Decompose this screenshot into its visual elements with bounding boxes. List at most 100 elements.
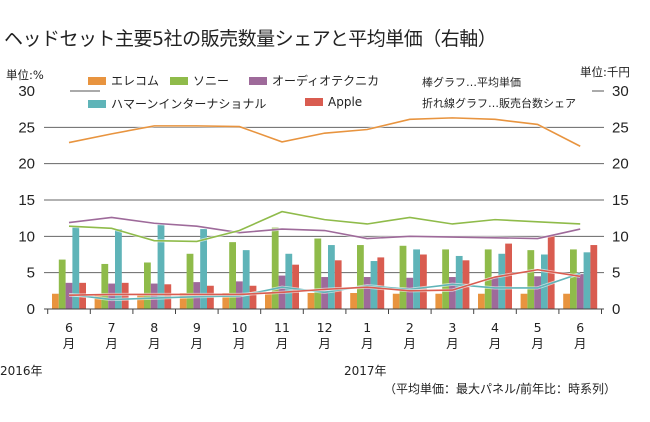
legend-item-apple: Apple: [305, 95, 362, 109]
x-label-suffix-6: 月: [318, 336, 331, 351]
x-label-number-8: 2: [406, 320, 414, 335]
bar-2-12: [576, 274, 584, 309]
legend-item-elecom: エレコム: [88, 72, 159, 89]
x-label-suffix-5: 月: [276, 336, 289, 351]
bar-0-0: [52, 293, 59, 309]
bar-2-1: [108, 283, 115, 309]
bar-0-7: [350, 293, 357, 309]
bar-3-9: [455, 255, 463, 309]
line-series-3: [68, 272, 581, 301]
bar-0-5: [265, 293, 272, 309]
bar-1-0: [58, 259, 66, 309]
y-tick-left-10: 10: [18, 228, 35, 245]
bar-1-4: [229, 242, 236, 309]
year-label-2016: 2016年: [0, 364, 43, 378]
bar-3-4: [242, 250, 250, 309]
x-label-number-0: 6: [65, 320, 73, 335]
y-tick-left-15: 15: [18, 192, 35, 209]
y-tick-right-20: 20: [612, 156, 629, 173]
legend-item-harman: ハマーンインターナショナル: [88, 95, 266, 112]
x-label-suffix-10: 月: [489, 336, 502, 351]
line-series-2: [68, 216, 581, 240]
legend-label: オーディオテクニカ: [272, 74, 380, 88]
bar-0-4: [222, 293, 230, 309]
legend-label: ソニー: [193, 74, 230, 88]
bar-1-8: [399, 245, 407, 309]
x-label-number-4: 10: [231, 320, 247, 335]
x-label-number-9: 3: [448, 320, 456, 335]
chart-title: ヘッドセット主要5社の販売数量シェアと平均単価（右軸）: [4, 28, 497, 50]
bar-2-8: [406, 277, 414, 309]
bar-1-1: [101, 263, 109, 309]
x-label-number-2: 8: [150, 320, 158, 335]
year-label-2017: 2017年: [344, 364, 387, 378]
bar-4-5: [292, 264, 299, 309]
bar-0-8: [392, 293, 400, 309]
bar-3-3: [200, 229, 207, 309]
chart-caption: （平均単価：最大パネル/前年比：時系列）: [384, 382, 617, 396]
y-tick-right-0: 0: [612, 301, 620, 318]
left-axis-unit: 単位:%: [6, 68, 44, 82]
x-label-suffix-1: 月: [105, 336, 118, 351]
bar-0-9: [435, 293, 443, 309]
bar-2-10: [491, 277, 499, 309]
x-label-number-7: 1: [363, 320, 371, 335]
bar-4-4: [249, 285, 257, 309]
legend-swatch: [88, 76, 106, 85]
bar-0-1: [94, 294, 102, 309]
bar-3-10: [498, 253, 506, 309]
legend-swatch: [170, 76, 188, 85]
line-series-4: [68, 268, 581, 296]
x-label-suffix-4: 月: [233, 336, 246, 351]
x-label-number-11: 5: [534, 320, 542, 335]
bar-4-7: [377, 257, 385, 309]
x-label-suffix-9: 月: [446, 336, 459, 351]
x-label-number-5: 11: [274, 320, 290, 335]
bar-0-2: [137, 294, 144, 309]
bar-3-0: [72, 226, 80, 309]
x-label-number-12: 6: [576, 320, 584, 335]
x-label-suffix-2: 月: [148, 336, 161, 351]
x-label-suffix-11: 月: [531, 336, 544, 351]
legend-label: エレコム: [111, 74, 160, 88]
bar-0-10: [478, 293, 485, 309]
legend-swatch: [305, 98, 323, 106]
y-tick-left-0: 0: [27, 301, 35, 318]
bar-4-8: [420, 254, 427, 309]
line-series-0: [68, 117, 581, 147]
bar-3-6: [328, 245, 335, 309]
y-tick-right-25: 25: [612, 119, 629, 136]
x-label-suffix-7: 月: [361, 336, 374, 351]
bar-3-8: [413, 249, 420, 309]
y-tick-right-5: 5: [612, 265, 620, 282]
bar-0-3: [179, 293, 187, 309]
line-halo-0: [68, 116, 581, 148]
legend-note-line: 折れ線グラフ…販売台数シェア: [422, 97, 576, 110]
bar-2-11: [534, 276, 541, 309]
legend-label: ハマーンインターナショナル: [111, 97, 267, 111]
x-label-suffix-0: 月: [63, 336, 76, 351]
bar-3-1: [115, 229, 122, 309]
y-tick-left-20: 20: [18, 156, 35, 173]
legend-swatch: [249, 76, 267, 85]
bar-1-11: [527, 250, 535, 309]
x-label-number-10: 4: [491, 320, 499, 335]
line-series-1: [68, 210, 581, 243]
right-axis-unit: 単位:千円: [580, 65, 630, 79]
y-tick-right-30: 30: [612, 83, 629, 100]
y-tick-left-30: 30: [18, 83, 35, 100]
bar-0-6: [307, 293, 315, 309]
y-tick-right-15: 15: [612, 192, 629, 209]
bar-2-9: [449, 277, 456, 309]
x-label-number-3: 9: [193, 320, 201, 335]
bar-1-7: [357, 245, 364, 309]
bar-3-11: [541, 254, 548, 309]
bar-1-2: [144, 262, 151, 309]
y-tick-left-5: 5: [27, 265, 35, 282]
legend-item-audio-technica: オーディオテクニカ: [249, 72, 379, 89]
bar-1-5: [271, 227, 279, 309]
legend-swatch: [88, 99, 106, 108]
bar-4-12: [590, 245, 598, 309]
x-label-number-6: 12: [317, 320, 333, 335]
